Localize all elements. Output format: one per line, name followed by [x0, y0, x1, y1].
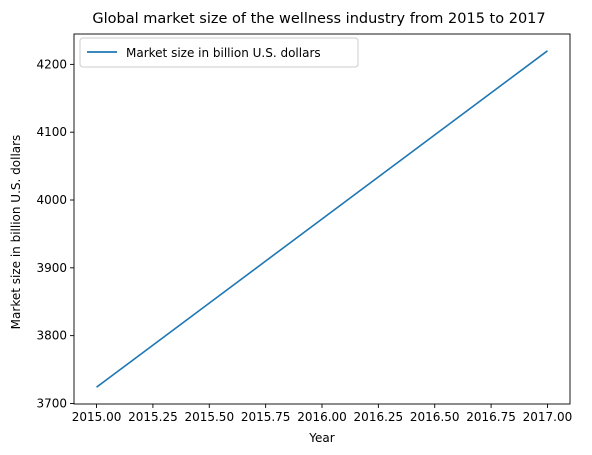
- x-tick-label: 2017.00: [523, 410, 573, 424]
- series-line-0: [96, 50, 548, 388]
- x-tick-label: 2016.50: [410, 410, 460, 424]
- legend: Market size in billion U.S. dollars: [79, 37, 359, 68]
- chart-title: Global market size of the wellness indus…: [92, 11, 545, 27]
- y-tick-label: 3800: [36, 329, 67, 343]
- y-axis-label: Market size in billion U.S. dollars: [9, 135, 23, 330]
- legend-box: [79, 37, 359, 68]
- x-tick-label: 2016.25: [354, 410, 404, 424]
- y-tick-label: 3900: [36, 261, 67, 275]
- y-tick-label: 3700: [36, 396, 67, 410]
- x-tick-label: 2016.75: [466, 410, 516, 424]
- x-tick-label: 2015.25: [128, 410, 178, 424]
- x-tick-label: 2015.00: [72, 410, 122, 424]
- x-tick-label: 2015.50: [184, 410, 234, 424]
- y-tick-label: 4000: [36, 193, 67, 207]
- plot-area: 2015.00 2015.25 2015.50 2015.75 2016.00 2016.…: [36, 33, 573, 424]
- y-tick-label: 4200: [36, 57, 67, 71]
- x-tick-label: 2015.75: [241, 410, 291, 424]
- legend-entry-market-size: Market size in billion U.S. dollars: [126, 46, 321, 60]
- x-axis-label: Year: [308, 431, 334, 445]
- x-tick-label: 2016.00: [297, 410, 347, 424]
- y-tick-label: 4100: [36, 125, 67, 139]
